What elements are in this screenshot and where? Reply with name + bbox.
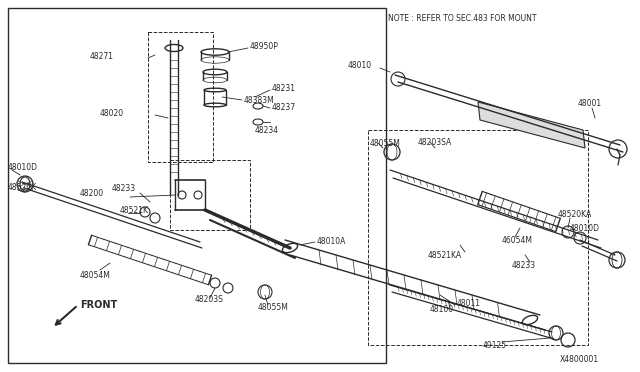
Text: NOTE : REFER TO SEC.483 FOR MOUNT: NOTE : REFER TO SEC.483 FOR MOUNT: [388, 13, 536, 22]
Text: 48271: 48271: [90, 51, 114, 61]
Text: 48203SA: 48203SA: [418, 138, 452, 147]
Text: 48237: 48237: [272, 103, 296, 112]
Polygon shape: [478, 102, 585, 148]
Text: 48010D: 48010D: [570, 224, 600, 232]
Text: 48234: 48234: [255, 125, 279, 135]
Text: 48054M: 48054M: [80, 270, 111, 279]
Text: 48520KA: 48520KA: [558, 209, 592, 218]
Text: X4800001: X4800001: [560, 356, 599, 365]
Text: 48055M: 48055M: [258, 304, 289, 312]
Text: 49125: 49125: [483, 340, 507, 350]
Text: 48011: 48011: [457, 299, 481, 308]
Text: 48020: 48020: [100, 109, 124, 118]
Text: 48010A: 48010A: [317, 237, 346, 246]
Text: 48231: 48231: [272, 83, 296, 93]
Text: 48383M: 48383M: [244, 96, 275, 105]
Text: 48001: 48001: [578, 99, 602, 108]
Bar: [368, 130, 588, 345]
Text: 48233: 48233: [112, 183, 136, 192]
Bar: [148, 32, 213, 162]
Text: 48521KA: 48521KA: [428, 250, 462, 260]
Bar: [170, 160, 250, 230]
Text: FRONT: FRONT: [80, 300, 117, 310]
Text: 48100: 48100: [430, 305, 454, 314]
Text: 48055M: 48055M: [370, 138, 401, 148]
Text: 46054M: 46054M: [502, 235, 533, 244]
Text: 48203S: 48203S: [195, 295, 224, 305]
Text: 48520K: 48520K: [8, 183, 37, 192]
Text: 48200: 48200: [80, 189, 104, 198]
Text: 48950P: 48950P: [250, 42, 279, 51]
Text: 48010: 48010: [348, 61, 372, 70]
Text: 48233: 48233: [512, 260, 536, 269]
Text: 48521K: 48521K: [120, 205, 149, 215]
Text: 48010D: 48010D: [8, 163, 38, 171]
Bar: [8, 8, 386, 363]
